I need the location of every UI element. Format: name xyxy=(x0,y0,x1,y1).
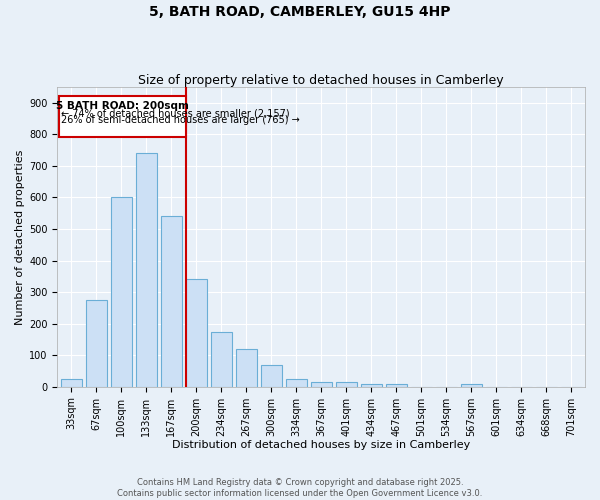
Bar xyxy=(335,382,357,386)
Bar xyxy=(110,198,132,386)
Bar xyxy=(461,384,482,386)
FancyBboxPatch shape xyxy=(59,96,185,138)
X-axis label: Distribution of detached houses by size in Camberley: Distribution of detached houses by size … xyxy=(172,440,470,450)
Text: 5 BATH ROAD: 200sqm: 5 BATH ROAD: 200sqm xyxy=(56,101,188,111)
Bar xyxy=(161,216,182,386)
Bar xyxy=(361,384,382,386)
Text: 5, BATH ROAD, CAMBERLEY, GU15 4HP: 5, BATH ROAD, CAMBERLEY, GU15 4HP xyxy=(149,5,451,19)
Text: Contains HM Land Registry data © Crown copyright and database right 2025.
Contai: Contains HM Land Registry data © Crown c… xyxy=(118,478,482,498)
Text: 26% of semi-detached houses are larger (765) →: 26% of semi-detached houses are larger (… xyxy=(61,115,299,125)
Bar xyxy=(185,280,207,386)
Text: ← 74% of detached houses are smaller (2,157): ← 74% of detached houses are smaller (2,… xyxy=(61,108,289,118)
Y-axis label: Number of detached properties: Number of detached properties xyxy=(15,149,25,324)
Bar xyxy=(311,382,332,386)
Bar xyxy=(136,154,157,386)
Bar xyxy=(236,349,257,387)
Bar xyxy=(86,300,107,386)
Bar xyxy=(61,379,82,386)
Bar xyxy=(260,364,282,386)
Title: Size of property relative to detached houses in Camberley: Size of property relative to detached ho… xyxy=(139,74,504,87)
Bar xyxy=(211,332,232,386)
Bar xyxy=(286,379,307,386)
Bar xyxy=(386,384,407,386)
